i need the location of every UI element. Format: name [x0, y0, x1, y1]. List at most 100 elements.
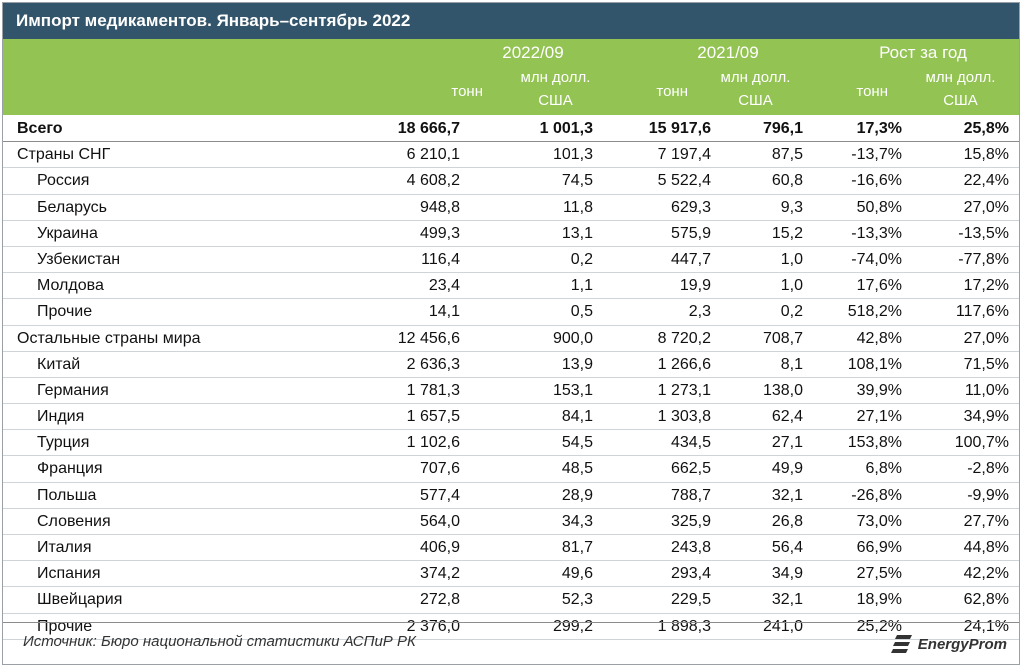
table-row: Швейцария 272,8 52,3 229,5 32,1 18,9% 62,8%	[3, 587, 1019, 614]
table-row: Индия 1 657,5 84,1 1 303,8 62,4 27,1% 34,9%	[3, 404, 1019, 431]
cell-value: 84,1	[561, 408, 593, 426]
table-row: Прочие 2 376,0 299,2 1 898,3 241,0 25,2% 24,1%	[3, 614, 1019, 640]
cell-value: 23,4	[428, 277, 460, 295]
cell-value: 14,1	[428, 303, 460, 321]
cell-value: 1 273,1	[657, 381, 711, 399]
cell-value: 17,6%	[856, 277, 902, 295]
cell-value: 101,3	[552, 146, 593, 164]
table-row: Польша 577,4 28,9 788,7 32,1 -26,8% -9,9%	[3, 483, 1019, 509]
cell-value: 13,1	[561, 224, 593, 242]
cell-value: 117,6%	[955, 303, 1009, 321]
cell-value: 32,1	[771, 486, 803, 504]
cell-value: 518,2%	[847, 303, 902, 321]
cell-value: 39,9%	[856, 381, 902, 399]
cell-value: 707,6	[419, 460, 460, 478]
logo-text: EnergyProm	[917, 635, 1007, 653]
table-row: Россия 4 608,2 74,5 5 522,4 60,8 -16,6% 22,4%	[3, 168, 1019, 195]
cell-value: 28,9	[561, 486, 593, 504]
cell-value: 71,5%	[963, 355, 1009, 373]
cell-value: 229,5	[670, 591, 711, 609]
cell-value: 796,1	[762, 120, 803, 137]
subheader-tons-2021: тонн	[656, 83, 688, 100]
cell-value: 1 001,3	[539, 120, 593, 137]
table-footer: Источник: Бюро национальной статистики А…	[3, 622, 1019, 665]
cell-value: 54,5	[561, 434, 593, 452]
cell-value: -13,5%	[958, 224, 1009, 242]
table-row: Украина 499,3 13,1 575,9 15,2 -13,3% -13,5%	[3, 221, 1019, 247]
cell-value: 293,4	[670, 565, 711, 583]
subheader-usd-growth-line1: млн долл.	[925, 69, 996, 86]
cell-value: 49,6	[561, 565, 593, 583]
cell-value: 81,7	[561, 539, 593, 556]
cell-value: 27,7%	[963, 512, 1009, 530]
cell-value: 25,8%	[963, 120, 1009, 137]
row-label: Россия	[37, 172, 90, 190]
cell-value: 15,8%	[963, 146, 1009, 164]
cell-value: 243,8	[670, 539, 711, 556]
cell-value: 5 522,4	[657, 172, 711, 190]
cell-value: 49,9	[771, 460, 803, 478]
cell-value: 22,4%	[963, 172, 1009, 190]
cell-value: 9,3	[780, 198, 803, 216]
group-2022: 2022/09	[502, 43, 564, 62]
cell-value: 27,1%	[856, 408, 902, 426]
cell-value: -13,7%	[851, 146, 902, 164]
cell-value: 447,7	[670, 250, 711, 268]
cell-value: 27,1	[771, 434, 803, 452]
cell-value: 27,5%	[856, 565, 902, 583]
table-row: Всего 18 666,7 1 001,3 15 917,6 796,1 17,3% 25…	[3, 116, 1019, 143]
row-label: Швейцария	[37, 591, 123, 609]
table-row: Молдова 23,4 1,1 19,9 1,0 17,6% 17,2%	[3, 273, 1019, 300]
cell-value: 6,8%	[865, 460, 902, 478]
cell-value: 17,3%	[856, 120, 902, 137]
table-header: 2022/09 2021/09 Рост за год тонн тонн то…	[3, 39, 1019, 115]
table-row: Италия 406,9 81,7 243,8 56,4 66,9% 44,8%	[3, 535, 1019, 562]
subheader-usd-2021-line2: США	[738, 92, 773, 109]
subheader-tons-2022: тонн	[451, 83, 483, 100]
cell-value: 0,5	[570, 303, 593, 321]
cell-value: 948,8	[419, 198, 460, 216]
cell-value: 1 657,5	[406, 408, 460, 426]
row-label: Китай	[37, 355, 81, 373]
cell-value: 15,2	[771, 224, 803, 242]
table-row: Страны СНГ 6 210,1 101,3 7 197,4 87,5 -13,7% 1…	[3, 142, 1019, 169]
cell-value: 24,1%	[963, 617, 1009, 635]
row-label: Турция	[37, 434, 90, 452]
table-row: Словения 564,0 34,3 325,9 26,8 73,0% 27,7%	[3, 509, 1019, 535]
cell-value: -9,9%	[967, 486, 1009, 504]
cell-value: 406,9	[419, 539, 460, 556]
row-label: Польша	[37, 486, 97, 504]
cell-value: 18,9%	[856, 591, 902, 609]
table-row: Беларусь 948,8 11,8 629,3 9,3 50,8% 27,0%	[3, 195, 1019, 221]
row-label: Германия	[37, 381, 109, 399]
row-label: Прочие	[37, 617, 93, 635]
group-growth: Рост за год	[879, 43, 967, 62]
subheader-usd-2022-line2: США	[538, 92, 573, 109]
table-row: Франция 707,6 48,5 662,5 49,9 6,8% -2,8%	[3, 456, 1019, 483]
cell-value: 87,5	[771, 146, 803, 164]
cell-value: 18 666,7	[397, 120, 460, 137]
cell-value: 52,3	[561, 591, 593, 609]
cell-value: 8,1	[780, 355, 803, 373]
row-label: Молдова	[37, 277, 104, 295]
row-label: Франция	[37, 460, 103, 478]
energyprom-logo: EnergyProm	[890, 629, 1007, 659]
subheader-tons-growth: тонн	[856, 83, 888, 100]
cell-value: 42,2%	[963, 565, 1009, 583]
cell-value: 2 636,3	[406, 355, 460, 373]
group-2021: 2021/09	[697, 43, 759, 62]
cell-value: 1,0	[780, 277, 803, 295]
cell-value: 4 608,2	[406, 172, 460, 190]
cell-value: 17,2%	[963, 277, 1009, 295]
cell-value: 575,9	[670, 224, 711, 242]
cell-value: 434,5	[670, 434, 711, 452]
cell-value: 34,9	[771, 565, 803, 583]
cell-value: 32,1	[771, 591, 803, 609]
cell-value: 272,8	[419, 591, 460, 609]
cell-value: 299,2	[552, 617, 593, 635]
cell-value: 1,0	[780, 250, 803, 268]
cell-value: 11,8	[563, 198, 593, 216]
cell-value: 1 266,6	[657, 355, 711, 373]
cell-value: 7 197,4	[657, 146, 711, 164]
